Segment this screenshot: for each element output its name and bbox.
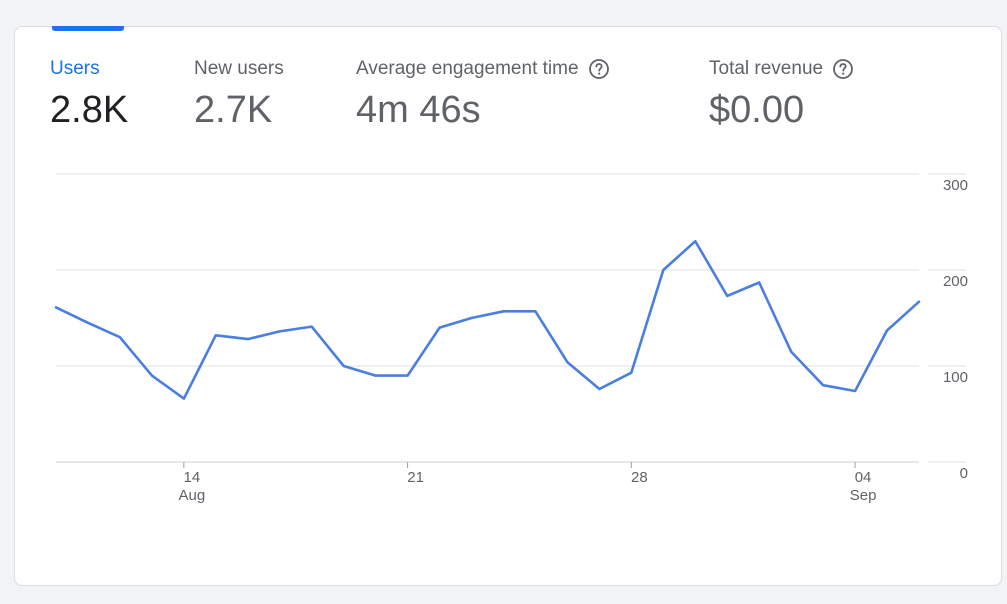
metric-label-text: Average engagement time: [356, 58, 579, 79]
metric-label-text: New users: [194, 58, 284, 79]
users-series-line: [54, 239, 921, 400]
y-tick-label: 0: [960, 465, 968, 482]
x-tick-label: 21: [407, 469, 424, 486]
metric-label: Average engagement time: [356, 56, 610, 82]
x-tick-sublabel: Aug: [179, 487, 206, 504]
y-tick-label: 200: [943, 273, 968, 290]
metric-tab-total-revenue[interactable]: Total revenue $0.00: [709, 56, 854, 132]
metric-label-text: Total revenue: [709, 58, 824, 79]
active-tab-indicator: [52, 26, 124, 31]
metric-label: New users: [194, 56, 284, 82]
metric-label: Total revenue: [709, 56, 854, 82]
x-tick-label: 28: [631, 469, 648, 486]
metric-label: Users: [50, 56, 128, 82]
y-tick-label: 300: [943, 177, 968, 194]
metric-value: $0.00: [709, 89, 805, 131]
metric-value: 4m 46s: [356, 89, 481, 131]
help-icon[interactable]: [832, 58, 854, 80]
help-icon[interactable]: [588, 58, 610, 80]
metric-value: 2.8K: [50, 89, 129, 131]
metric-tab-average-engagement-time[interactable]: Average engagement time 4m 46s: [356, 56, 610, 132]
metric-label-text: Users: [50, 58, 100, 79]
x-tick-label: 14: [184, 469, 201, 486]
y-tick-label: 100: [943, 369, 968, 386]
metric-tab-new-users[interactable]: New users 2.7K: [194, 56, 284, 132]
metric-value: 2.7K: [194, 89, 273, 131]
x-tick-sublabel: Sep: [850, 487, 877, 504]
x-tick-label: 04: [855, 469, 872, 486]
metric-tab-users[interactable]: Users 2.8K: [50, 56, 128, 132]
analytics-card: [14, 26, 1002, 586]
